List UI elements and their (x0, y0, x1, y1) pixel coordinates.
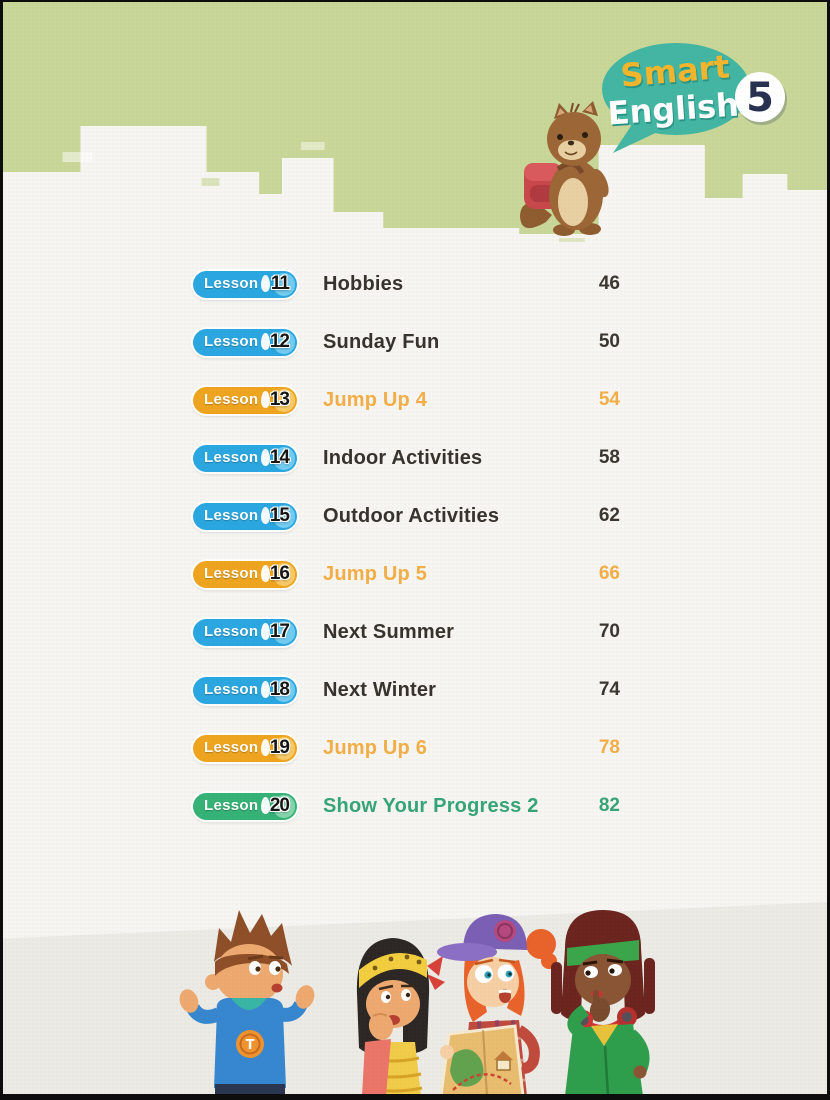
lesson-badge-number: 20 (269, 795, 290, 816)
boy-badge-letter: T (246, 1038, 255, 1053)
lesson-badge-number: 17 (269, 621, 290, 642)
lesson-page-number: 78 (598, 737, 620, 758)
lesson-title: Indoor Activities (323, 446, 483, 469)
badge-swoosh (261, 564, 270, 582)
badge-cap (273, 446, 295, 470)
lesson-page-number: 70 (598, 621, 620, 642)
badge-cap (273, 388, 295, 412)
lesson-badge-label: Lesson (204, 797, 259, 815)
badge-swoosh (261, 448, 270, 466)
lesson-badge: Lesson 17 (193, 618, 297, 646)
lesson-badge-number: 19 (269, 737, 290, 758)
smart-english-logo: Smart Smart English English 5 (602, 43, 787, 153)
logo-word1-shadow: Smart (620, 49, 732, 96)
lesson-title: Show Your Progress 2 (323, 794, 539, 817)
toc-row-lesson-12[interactable]: Lesson 12 Sunday Fun 50 (193, 328, 620, 356)
lesson-badge-number: 11 (270, 273, 290, 294)
lesson-badge: Lesson 12 (193, 328, 297, 356)
lesson-title: Jump Up 5 (323, 562, 428, 585)
lesson-badge-label: Lesson (204, 391, 259, 409)
badge-swoosh (261, 390, 270, 408)
lesson-badge-number: 12 (269, 331, 290, 352)
lesson-title: Next Winter (323, 678, 437, 701)
character-girl-cap-icon (437, 914, 557, 1094)
lesson-badge-label: Lesson (204, 507, 259, 525)
lesson-page-number: 62 (598, 505, 620, 526)
toc-row-lesson-18[interactable]: Lesson 18 Next Winter 74 (193, 676, 620, 704)
toc-row-lesson-11[interactable]: Lesson 11 Hobbies 46 (193, 270, 620, 298)
lesson-badge-label: Lesson (204, 623, 259, 641)
lesson-badge: Lesson 14 (193, 444, 297, 472)
lesson-badge-number: 14 (269, 447, 290, 468)
kids-illustration: T (179, 910, 655, 1094)
lesson-page-number: 58 (598, 447, 620, 468)
lesson-badge-label: Lesson (204, 449, 259, 467)
lesson-badge: Lesson 16 (193, 560, 297, 588)
logo-word2: English (606, 85, 740, 132)
lesson-badge: Lesson 19 (193, 734, 297, 762)
toc-row-lesson-15[interactable]: Lesson 15 Outdoor Activities 62 (193, 502, 620, 530)
lesson-page-number: 66 (598, 563, 620, 584)
character-girl-headband-icon (356, 938, 445, 1094)
badge-cap (273, 678, 295, 702)
lesson-title: Jump Up 4 (323, 388, 428, 411)
badge-cap (273, 620, 295, 644)
toc-row-lesson-20[interactable]: Lesson 20 Show Your Progress 2 82 (193, 792, 620, 820)
lesson-title: Jump Up 6 (323, 736, 428, 759)
lesson-page-number: 50 (598, 331, 620, 352)
badge-swoosh (261, 622, 270, 640)
badge-swoosh (261, 796, 270, 814)
lesson-badge-number: 15 (269, 505, 290, 526)
lesson-title: Hobbies (323, 272, 404, 295)
lesson-badge: Lesson 15 (193, 502, 297, 530)
badge-cap (273, 794, 295, 818)
table-of-contents: Lesson 11 Hobbies 46 Lesson 12 Sunday Fun … (193, 270, 620, 850)
lesson-title: Sunday Fun (323, 330, 440, 353)
logo-level-number: 5 (746, 75, 774, 121)
badge-cap (273, 330, 295, 354)
badge-cap (273, 272, 295, 296)
character-boy-hoodie-icon: T (179, 910, 315, 1094)
character-boy-dreads-icon (551, 910, 655, 1094)
lesson-title: Next Summer (323, 620, 455, 643)
toc-row-lesson-14[interactable]: Lesson 14 Indoor Activities 58 (193, 444, 620, 472)
lesson-badge-number: 13 (269, 389, 290, 410)
lesson-badge: Lesson 18 (193, 676, 297, 704)
logo-word2-shadow: English (608, 87, 742, 134)
toc-row-lesson-16[interactable]: Lesson 16 Jump Up 5 66 (193, 560, 620, 588)
badge-swoosh (261, 506, 270, 524)
lesson-page-number: 46 (598, 273, 620, 294)
logo-word1: Smart (619, 47, 731, 94)
badge-swoosh (261, 680, 270, 698)
lesson-badge: Lesson 11 (193, 270, 297, 298)
squirrel-mascot-icon (520, 101, 609, 236)
toc-row-lesson-19[interactable]: Lesson 19 Jump Up 6 78 (193, 734, 620, 762)
lesson-badge-label: Lesson (204, 333, 259, 351)
badge-swoosh (261, 332, 270, 350)
lesson-badge-number: 16 (269, 563, 290, 584)
lesson-badge-label: Lesson (204, 565, 259, 583)
badge-swoosh (261, 738, 270, 756)
lesson-title: Outdoor Activities (323, 504, 500, 527)
lesson-badge: Lesson 20 (193, 792, 297, 820)
badge-cap (273, 736, 295, 760)
lesson-page-number: 54 (598, 389, 620, 410)
badge-swoosh (261, 274, 270, 292)
toc-row-lesson-17[interactable]: Lesson 17 Next Summer 70 (193, 618, 620, 646)
lesson-page-number: 82 (598, 795, 620, 816)
lesson-badge-label: Lesson (204, 275, 259, 293)
lesson-badge-label: Lesson (204, 681, 259, 699)
lesson-badge-number: 18 (269, 679, 290, 700)
toc-row-lesson-13[interactable]: Lesson 13 Jump Up 4 54 (193, 386, 620, 414)
lesson-badge: Lesson 13 (193, 386, 297, 414)
lesson-badge-label: Lesson (204, 739, 259, 757)
badge-cap (273, 562, 295, 586)
badge-cap (273, 504, 295, 528)
lesson-page-number: 74 (598, 679, 620, 700)
